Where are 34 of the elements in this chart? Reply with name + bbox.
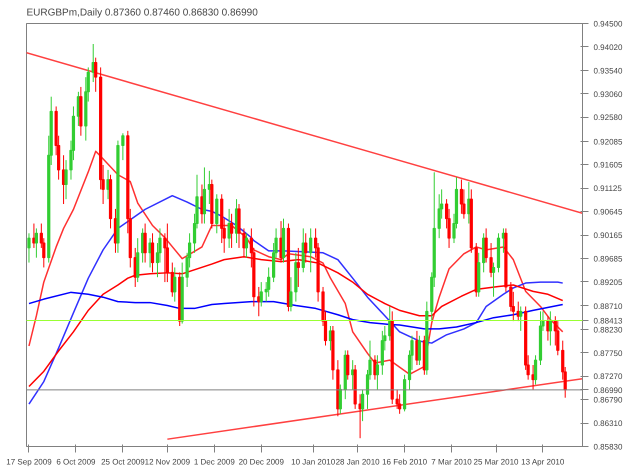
y-tick-label: 0.91605 [594, 160, 623, 170]
y-tick-label: 0.92085 [594, 137, 623, 146]
y-tick-label: 0.90165 [594, 231, 623, 240]
y-tick-label: 0.88710 [594, 302, 623, 311]
ref-line-label: 0.86990 [594, 386, 623, 395]
x-tick-label: 25 Mar 2010 [474, 458, 520, 466]
y-tick-label: 0.88230 [594, 325, 623, 334]
y-tick-label: 0.93540 [594, 66, 623, 76]
chart-title: EURGBPm,Daily 0.87360 0.87460 0.86830 0.86990 [26, 8, 258, 18]
y-tick-label: 0.90645 [594, 208, 623, 217]
x-tick-label: 10 Jan 2010 [291, 458, 336, 466]
ref-line-label: 0.88413 [594, 316, 623, 326]
y-tick-label: 0.87750 [594, 348, 623, 358]
x-tick-label: 25 Oct 2009 [101, 458, 146, 466]
y-tick-label: 0.93060 [594, 90, 623, 99]
y-tick-label: 0.89205 [594, 278, 623, 287]
y-tick-label: 0.94020 [594, 42, 623, 52]
x-tick-label: 16 Feb 2010 [382, 458, 428, 466]
y-tick-label: 0.92580 [594, 113, 623, 122]
x-tick-label: 1 Dec 2009 [194, 458, 236, 466]
x-tick-label: 13 Apr 2010 [521, 458, 565, 466]
y-tick-label: 0.86790 [594, 396, 623, 405]
x-tick-label: 12 Nov 2009 [144, 458, 191, 466]
x-tick-label: 20 Dec 2009 [238, 458, 284, 466]
y-tick-label: 0.89685 [594, 254, 623, 264]
y-tick-label: 0.86310 [594, 419, 623, 428]
x-tick-label: 17 Sep 2009 [6, 458, 52, 466]
x-tick-label: 6 Oct 2009 [56, 458, 96, 466]
y-tick-label: 0.91125 [594, 184, 622, 194]
x-tick-label: 28 Jan 2010 [336, 458, 380, 466]
y-tick-label: 0.87270 [594, 372, 623, 382]
x-tick-label: 7 Mar 2010 [431, 458, 472, 466]
y-tick-label: 0.85830 [594, 442, 623, 452]
y-tick-label: 0.94500 [594, 20, 623, 28]
